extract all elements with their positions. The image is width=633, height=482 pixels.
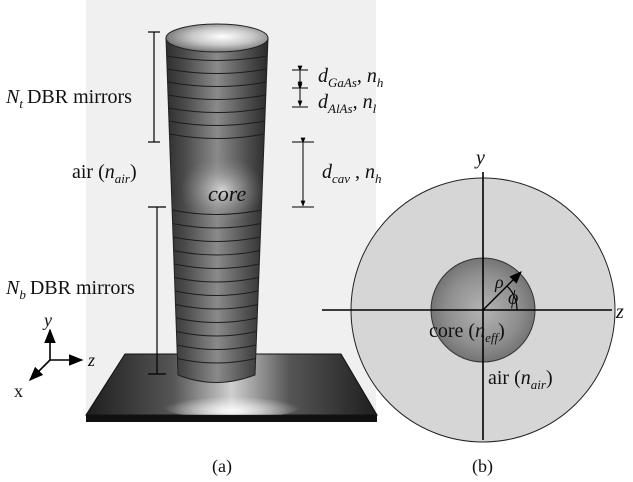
dbr-layer-line bbox=[173, 250, 260, 256]
dbr-layer-line bbox=[174, 277, 259, 283]
dbr-layer-line bbox=[168, 107, 266, 113]
core-glow bbox=[180, 156, 264, 224]
dbr-layer-line bbox=[175, 317, 258, 323]
dbr-layer-line bbox=[172, 223, 261, 229]
dbr-layer-line bbox=[174, 290, 259, 296]
angle-arc bbox=[506, 285, 518, 311]
micropillar bbox=[165, 23, 269, 383]
dbr-layer-line bbox=[172, 236, 261, 242]
substrate-base bbox=[85, 353, 378, 422]
phi-label: ϕ bbox=[508, 287, 518, 309]
dbr-layer-line bbox=[167, 81, 267, 87]
core-label-a: core bbox=[208, 181, 247, 206]
axis-z-label-a: z bbox=[87, 350, 95, 370]
dbr-layer-line bbox=[167, 68, 267, 74]
layer-dimension-marks bbox=[292, 65, 314, 208]
axis-x-label-a: x bbox=[14, 381, 23, 401]
cavity-label: dcav , nh bbox=[322, 161, 382, 186]
axis-y-label-a: y bbox=[42, 310, 52, 330]
bottom-mirror-bracket bbox=[148, 206, 166, 375]
dbr-layer-line bbox=[175, 304, 258, 310]
rho-label: ρ bbox=[494, 272, 504, 292]
radius-arrow bbox=[482, 271, 522, 311]
dbr-layer-line bbox=[177, 358, 256, 364]
dbr-layer-line bbox=[167, 94, 266, 100]
dbr-layer-line bbox=[166, 55, 268, 61]
dbr-layer-line bbox=[172, 209, 262, 215]
alas-layer-label: dAlAs, nl bbox=[318, 91, 377, 116]
dbr-layer-line bbox=[176, 344, 257, 350]
dbr-layer-line bbox=[169, 133, 265, 139]
caption-a: (a) bbox=[212, 456, 232, 477]
dbr-layer-line bbox=[176, 331, 257, 337]
coordinate-axes-a bbox=[28, 328, 84, 382]
pillar-top-face bbox=[165, 23, 269, 53]
dbr-layer-line bbox=[173, 263, 260, 269]
air-label-b: air (nair) bbox=[488, 367, 553, 392]
bottom-mirrors-label: Nb DBR mirrors bbox=[5, 277, 135, 302]
top-mirror-bracket bbox=[148, 31, 160, 143]
cross-section bbox=[322, 172, 616, 443]
gaas-layer-label: dGaAs, nh bbox=[318, 65, 383, 90]
top-mirrors-label: Nt DBR mirrors bbox=[5, 86, 132, 111]
dbr-layer-line bbox=[168, 120, 265, 126]
caption-b: (b) bbox=[472, 456, 493, 477]
axis-z-label-b: z bbox=[615, 301, 624, 323]
dbr-layer-bands bbox=[166, 55, 268, 364]
core-label-b: core (neff) bbox=[429, 320, 505, 345]
axis-y-label-b: y bbox=[474, 147, 485, 169]
air-label-a: air (nair) bbox=[72, 161, 137, 186]
